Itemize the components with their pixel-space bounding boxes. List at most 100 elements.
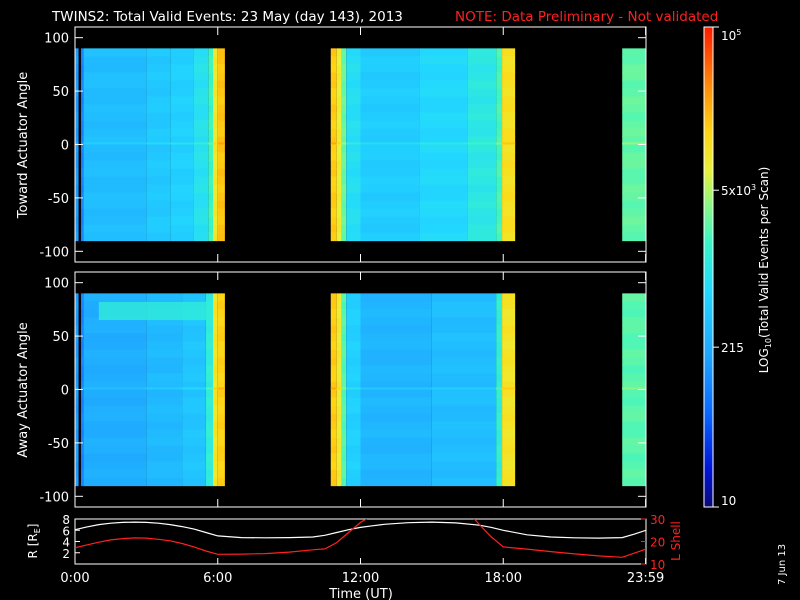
away-heat-cell — [502, 413, 516, 423]
away-heat-cell — [496, 381, 503, 390]
away-heat-cell — [341, 325, 347, 334]
toward-heat-cell — [419, 192, 468, 202]
toward-heat-cell — [75, 192, 79, 202]
toward-heat-cell — [496, 208, 503, 218]
away-heat-cell — [502, 397, 516, 407]
away-heat-cell — [80, 389, 84, 399]
toward-ytick-label: 0 — [61, 139, 69, 154]
toward-ytick-label: 100 — [44, 32, 69, 47]
toward-heat-cell — [75, 144, 79, 154]
away-zero-stripe — [83, 387, 147, 390]
toward-heat-cell — [217, 232, 225, 242]
away-heat-cell — [341, 429, 347, 439]
toward-heat-cell — [146, 112, 171, 121]
away-heat-cell — [212, 365, 218, 374]
toward-heat-cell — [80, 56, 84, 65]
toward-heat-cell — [622, 128, 646, 137]
toward-heat-cell — [75, 120, 79, 129]
toward-heat-cell — [502, 136, 516, 145]
away-heat-cell — [346, 429, 361, 439]
toward-heat-cell — [419, 96, 468, 105]
toward-heat-cell — [496, 80, 503, 89]
away-heat-cell — [83, 413, 147, 423]
away-heat-cell — [212, 429, 218, 439]
away-upper-band — [98, 301, 213, 321]
toward-heat-cell — [208, 232, 213, 242]
away-heat-cell — [496, 421, 503, 431]
toward-heat-cell — [419, 104, 468, 113]
toward-heat-cell — [193, 88, 209, 97]
away-heat-cell — [502, 389, 516, 399]
toward-heat-cell — [346, 80, 361, 89]
toward-heat-cell — [622, 144, 646, 154]
away-heat-cell — [360, 365, 432, 374]
away-heat-cell — [75, 309, 79, 318]
toward-heat-cell — [360, 160, 420, 170]
toward-heat-cell — [502, 160, 516, 170]
toward-heat-cell — [496, 120, 503, 129]
toward-heat-cell — [83, 112, 147, 121]
toward-heat-cell — [360, 144, 420, 154]
away-heat-cell — [83, 461, 147, 471]
away-heat-cell — [182, 293, 206, 302]
away-heat-cell — [346, 477, 361, 487]
toward-heat-cell — [75, 232, 79, 242]
toward-heat-cell — [341, 48, 347, 57]
toward-heat-cell — [208, 72, 213, 81]
r-axis-tick-label: 4 — [62, 536, 70, 550]
away-heat-cell — [360, 373, 432, 382]
toward-heat-cell — [467, 152, 497, 162]
toward-heat-cell — [341, 112, 347, 121]
away-heat-cell — [431, 453, 497, 463]
away-heat-cell — [431, 437, 497, 447]
toward-heat-cell — [170, 64, 194, 73]
toward-heat-cell — [80, 152, 84, 162]
toward-heat-cell — [341, 184, 347, 194]
toward-heat-cell — [83, 56, 147, 65]
away-heat-cell — [83, 349, 147, 358]
toward-heat-cell — [622, 80, 646, 89]
toward-heat-cell — [212, 184, 218, 194]
away-heat-cell — [360, 469, 432, 479]
away-zero-stripe — [496, 387, 503, 390]
toward-heat-cell — [341, 200, 347, 210]
plot-title: TWINS2: Total Valid Events: 23 May (day … — [51, 9, 403, 25]
away-heat-cell — [146, 333, 183, 342]
away-heat-cell — [83, 445, 147, 455]
away-heat-cell — [75, 293, 79, 302]
toward-heat-cell — [193, 192, 209, 202]
away-heat-cell — [341, 381, 347, 390]
toward-heat-cell — [217, 176, 225, 186]
toward-heat-cell — [346, 224, 361, 234]
away-heat-cell — [622, 453, 646, 463]
toward-heat-cell — [330, 144, 337, 154]
toward-heat-cell — [502, 88, 516, 97]
toward-heat-cell — [193, 120, 209, 129]
time-axis-tick-label: 23:59 — [627, 571, 664, 586]
toward-heat-cell — [80, 144, 84, 154]
away-heat-cell — [83, 453, 147, 463]
toward-heat-cell — [75, 72, 79, 81]
away-heat-cell — [336, 317, 342, 326]
toward-heat-cell — [502, 112, 516, 121]
toward-heat-cell — [419, 176, 468, 186]
toward-zero-stripe — [83, 142, 147, 145]
away-zero-stripe — [217, 387, 225, 390]
away-heat-cell — [341, 461, 347, 471]
away-heat-cell — [496, 469, 503, 479]
away-heat-cell — [431, 357, 497, 366]
toward-heat-cell — [496, 176, 503, 186]
toward-heat-cell — [193, 112, 209, 121]
toward-heat-cell — [360, 176, 420, 186]
away-heat-cell — [330, 429, 337, 439]
toward-heat-cell — [193, 184, 209, 194]
away-ytick-label: 100 — [44, 277, 69, 292]
toward-heat-cell — [336, 104, 342, 113]
away-heat-cell — [212, 469, 218, 479]
toward-heat-cell — [360, 64, 420, 73]
away-heat-cell — [360, 461, 432, 471]
toward-heat-cell — [496, 152, 503, 162]
toward-heat-cell — [622, 104, 646, 113]
away-heat-cell — [341, 477, 347, 487]
away-heat-cell — [341, 317, 347, 326]
